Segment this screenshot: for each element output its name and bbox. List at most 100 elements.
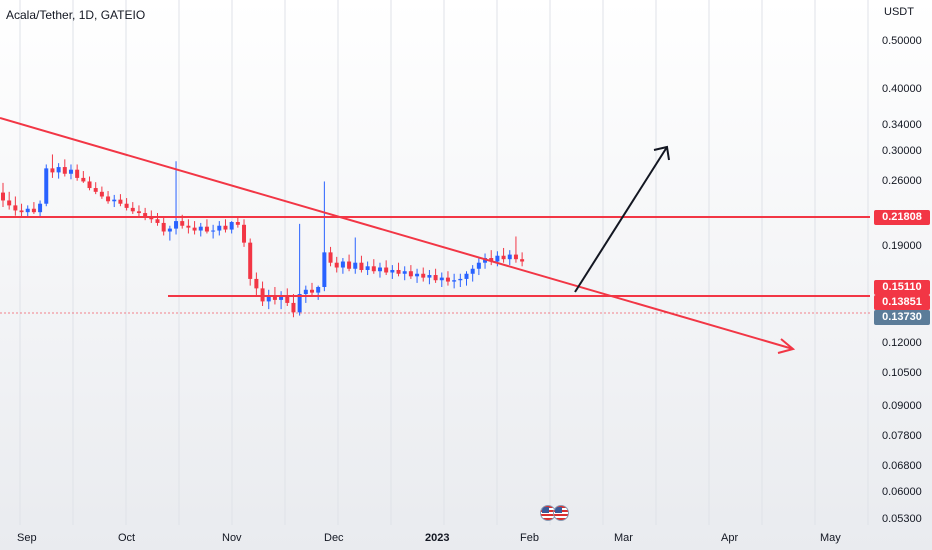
- candle: [62, 159, 67, 177]
- candle: [242, 219, 247, 247]
- candle-body: [186, 225, 191, 228]
- candle-body: [384, 267, 389, 273]
- candle-body: [62, 167, 67, 174]
- level-tag-0218[interactable]: 0.21808: [874, 210, 930, 225]
- candle-body: [328, 252, 333, 263]
- candle-body: [260, 288, 265, 302]
- candle-body: [68, 169, 73, 174]
- candle: [433, 268, 438, 283]
- candle: [68, 164, 73, 180]
- candle-body: [291, 302, 296, 313]
- price-tick: 0.05300: [882, 513, 922, 525]
- candle-body: [124, 203, 129, 208]
- candle-body: [359, 262, 364, 270]
- candle-body: [377, 267, 382, 272]
- candle: [291, 294, 296, 318]
- candle: [13, 196, 18, 216]
- candle-body: [427, 275, 432, 278]
- candle-body: [279, 296, 284, 300]
- candle-body: [161, 222, 166, 232]
- grid: [19, 0, 869, 525]
- candle: [143, 207, 148, 221]
- candle: [7, 191, 12, 210]
- candle-body: [266, 295, 271, 302]
- candle: [81, 171, 86, 183]
- candle-body: [322, 252, 327, 287]
- price-tick: 0.09000: [882, 400, 922, 412]
- candle-body: [371, 266, 376, 272]
- candle-body: [445, 277, 450, 282]
- currency-label: USDT: [884, 6, 914, 18]
- candle: [303, 285, 308, 303]
- candle-body: [390, 269, 395, 273]
- candle-body: [19, 210, 24, 213]
- candle: [192, 221, 197, 235]
- candle: [415, 268, 420, 283]
- candle-body: [87, 181, 92, 189]
- candle-body: [254, 278, 259, 289]
- candle: [124, 198, 129, 211]
- candle: [174, 161, 179, 235]
- candle-body: [433, 275, 438, 281]
- candle-body: [50, 168, 55, 173]
- candle: [427, 269, 432, 285]
- candle-body: [31, 208, 36, 213]
- candle: [266, 289, 271, 310]
- candle: [235, 216, 240, 228]
- candle: [229, 221, 234, 234]
- candle: [489, 250, 494, 266]
- candle-body: [513, 254, 518, 260]
- price-tick: 0.06000: [882, 486, 922, 498]
- candle-body: [106, 196, 111, 202]
- candle: [340, 258, 345, 274]
- downtrend-line: [0, 117, 794, 350]
- last-price-tag[interactable]: 0.13730: [874, 310, 930, 325]
- candle-body: [217, 225, 222, 231]
- price-tick: 0.12000: [882, 337, 922, 349]
- candle-body: [402, 271, 407, 274]
- candle-body: [242, 224, 247, 243]
- time-tick: Oct: [118, 532, 136, 544]
- candle-body: [198, 226, 203, 231]
- candle-body: [470, 268, 475, 274]
- price-tick: 0.40000: [882, 83, 922, 95]
- candle-body: [130, 207, 135, 212]
- drawings: [0, 117, 870, 354]
- candle-body: [489, 258, 494, 262]
- price-tick: 0.50000: [882, 35, 922, 47]
- candle: [316, 285, 321, 300]
- candle: [254, 272, 259, 296]
- candle-body: [174, 221, 179, 229]
- candle: [353, 237, 358, 274]
- us-flag-icon[interactable]: [553, 505, 569, 521]
- candle-body: [408, 271, 413, 277]
- candle-body: [340, 261, 345, 268]
- candle-body: [223, 225, 228, 230]
- candle-body: [211, 230, 216, 232]
- candle-body: [112, 199, 117, 202]
- candle-series: [1, 154, 525, 318]
- candle-body: [143, 213, 148, 217]
- candle: [452, 273, 457, 289]
- candle: [186, 219, 191, 234]
- time-tick: Mar: [614, 532, 633, 544]
- candle: [384, 260, 389, 276]
- candle: [75, 164, 80, 181]
- candle: [470, 265, 475, 282]
- candle: [390, 265, 395, 279]
- time-tick: 2023: [425, 532, 450, 544]
- candle: [118, 194, 123, 207]
- candle: [161, 217, 166, 236]
- candle: [50, 154, 55, 178]
- level-tag-0138[interactable]: 0.13851: [874, 295, 930, 310]
- candle: [347, 254, 352, 272]
- price-tick: 0.10500: [882, 367, 922, 379]
- time-tick: Feb: [520, 532, 539, 544]
- candle-body: [297, 294, 302, 313]
- candle-body: [1, 192, 5, 201]
- symbol-title[interactable]: Acala/Tether, 1D, GATEIO: [6, 8, 146, 22]
- candle-body: [316, 286, 321, 293]
- level-tag-0151[interactable]: 0.15110: [874, 280, 930, 295]
